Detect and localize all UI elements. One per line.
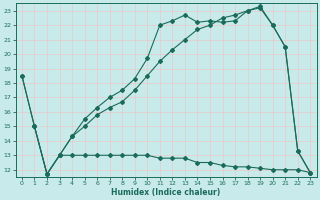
X-axis label: Humidex (Indice chaleur): Humidex (Indice chaleur) — [111, 188, 221, 197]
